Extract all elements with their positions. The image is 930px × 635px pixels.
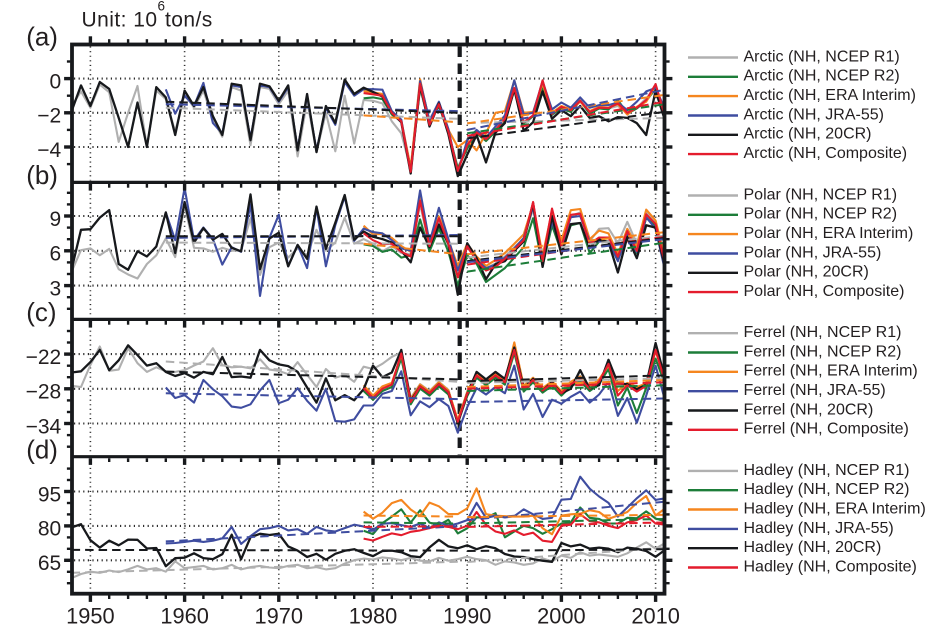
svg-text:Hadley (NH, NCEP R1): Hadley (NH, NCEP R1) (744, 462, 910, 479)
svg-text:Hadley (NH, NCEP R2): Hadley (NH, NCEP R2) (744, 481, 910, 498)
svg-text:1980: 1980 (349, 604, 398, 629)
svg-text:Hadley (NH, JRA-55): Hadley (NH, JRA-55) (744, 520, 894, 537)
svg-text:(c): (c) (26, 297, 56, 327)
svg-text:Polar (NH, JRA-55): Polar (NH, JRA-55) (744, 244, 882, 261)
svg-text:80: 80 (38, 518, 61, 541)
svg-text:Ferrel (NH, JRA-55): Ferrel (NH, JRA-55) (744, 382, 886, 399)
svg-text:65: 65 (38, 552, 61, 575)
svg-text:Ferrel (NH, Composite): Ferrel (NH, Composite) (744, 421, 909, 438)
svg-text:Hadley (NH, Composite): Hadley (NH, Composite) (744, 558, 917, 575)
svg-text:1950: 1950 (66, 604, 115, 629)
svg-text:Hadley (NH, 20CR): Hadley (NH, 20CR) (744, 539, 882, 556)
svg-text:−34: −34 (26, 415, 62, 438)
svg-text:Arctic (NH, NCEP R2): Arctic (NH, NCEP R2) (744, 68, 900, 85)
svg-text:−22: −22 (26, 346, 62, 369)
svg-text:Polar (NH, 20CR): Polar (NH, 20CR) (744, 264, 869, 281)
svg-text:(d): (d) (26, 435, 58, 465)
svg-text:0: 0 (50, 70, 62, 93)
svg-text:−4: −4 (37, 139, 61, 162)
svg-text:Arctic (NH, Composite): Arctic (NH, Composite) (744, 145, 908, 162)
svg-text:Arctic (NH, NCEP R1): Arctic (NH, NCEP R1) (744, 48, 900, 65)
svg-text:(b): (b) (26, 160, 58, 190)
svg-text:Polar (NH, NCEP R2): Polar (NH, NCEP R2) (744, 206, 898, 223)
svg-text:3: 3 (50, 277, 62, 300)
svg-text:Hadley (NH, ERA Interim): Hadley (NH, ERA Interim) (744, 500, 926, 517)
svg-text:−28: −28 (26, 381, 62, 404)
svg-text:(a): (a) (26, 22, 58, 52)
svg-text:Ferrel (NH, ERA Interim): Ferrel (NH, ERA Interim) (744, 363, 918, 380)
svg-text:Ferrel (NH, 20CR): Ferrel (NH, 20CR) (744, 401, 874, 418)
svg-text:2010: 2010 (631, 604, 680, 629)
svg-text:Polar (NH, Composite): Polar (NH, Composite) (744, 283, 905, 300)
svg-text:Arctic (NH, ERA Interim): Arctic (NH, ERA Interim) (744, 87, 916, 104)
svg-text:1960: 1960 (160, 604, 209, 629)
svg-text:1970: 1970 (255, 604, 304, 629)
svg-text:−2: −2 (37, 105, 61, 128)
svg-text:Polar (NH, NCEP R1): Polar (NH, NCEP R1) (744, 186, 898, 203)
svg-text:Ferrel (NH, NCEP R2): Ferrel (NH, NCEP R2) (744, 343, 902, 360)
svg-text:6: 6 (50, 243, 62, 266)
svg-text:95: 95 (38, 483, 61, 506)
svg-text:Ferrel (NH, NCEP R1): Ferrel (NH, NCEP R1) (744, 324, 902, 341)
svg-text:1990: 1990 (443, 604, 492, 629)
svg-text:2000: 2000 (537, 604, 586, 629)
svg-text:Arctic (NH, JRA-55): Arctic (NH, JRA-55) (744, 106, 884, 123)
svg-text:9: 9 (50, 208, 62, 231)
svg-text:Polar (NH, ERA Interim): Polar (NH, ERA Interim) (744, 225, 914, 242)
svg-text:Arctic (NH, 20CR): Arctic (NH, 20CR) (744, 126, 872, 143)
